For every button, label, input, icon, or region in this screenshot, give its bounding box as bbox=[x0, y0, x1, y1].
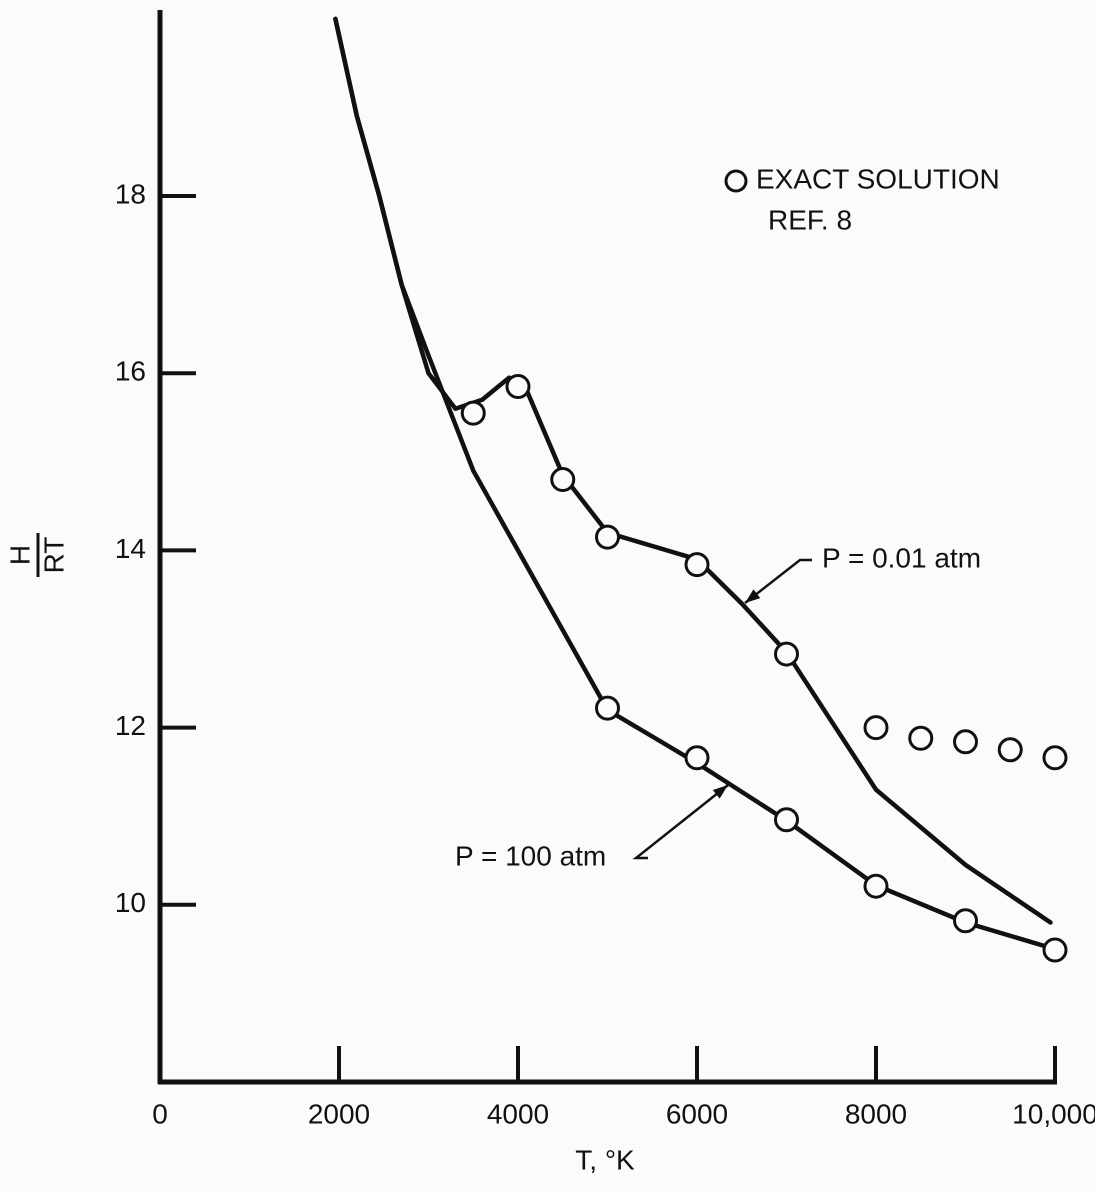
exact-point bbox=[953, 729, 978, 755]
x-axis-label: T, °K bbox=[575, 1144, 635, 1175]
x-tick-label: 2000 bbox=[308, 1098, 370, 1129]
label-leader bbox=[632, 784, 729, 860]
exact-point bbox=[953, 908, 978, 934]
x-tick-label: 6000 bbox=[666, 1098, 728, 1129]
exact-point bbox=[595, 524, 620, 550]
y-tick-label: 12 bbox=[115, 710, 146, 741]
exact-point bbox=[550, 467, 576, 493]
exact-point bbox=[505, 374, 531, 400]
y-tick-label: 10 bbox=[115, 887, 146, 918]
exact-point bbox=[460, 400, 486, 426]
y-label-denominator: RT bbox=[38, 537, 69, 574]
arrow-head bbox=[745, 589, 761, 603]
arrow-head bbox=[712, 785, 728, 799]
exact-point bbox=[1042, 937, 1068, 963]
exact-point bbox=[863, 715, 889, 741]
exact-point bbox=[684, 745, 710, 771]
x-tick-label: 4000 bbox=[487, 1098, 549, 1129]
y-tick-label: 16 bbox=[115, 356, 146, 387]
exact-point bbox=[774, 807, 799, 833]
exact-point bbox=[908, 725, 934, 751]
exact-point bbox=[997, 737, 1023, 763]
y-tick-label: 14 bbox=[115, 533, 146, 564]
y-axis-label: H RT bbox=[4, 533, 69, 577]
x-tick-label: 8000 bbox=[845, 1098, 907, 1129]
y-tick-label: 18 bbox=[115, 178, 146, 209]
exact-point bbox=[1042, 745, 1068, 771]
legend-note: REF. 8 bbox=[768, 204, 852, 235]
exact-point bbox=[774, 641, 799, 667]
curve bbox=[333, 16, 1058, 952]
curve-label: P = 100 atm bbox=[455, 840, 606, 871]
y-label-numerator: H bbox=[4, 545, 35, 565]
legend-label: EXACT SOLUTION bbox=[756, 163, 1000, 194]
exact-point bbox=[595, 695, 620, 721]
curve-label: P = 0.01 atm bbox=[822, 542, 981, 573]
label-leader bbox=[744, 558, 812, 604]
x-tick-label: 0 bbox=[152, 1098, 168, 1129]
exact-point bbox=[684, 552, 710, 578]
exact-point bbox=[863, 873, 889, 899]
legend-symbol bbox=[724, 169, 748, 193]
x-tick-label: 10,000 bbox=[1012, 1098, 1095, 1129]
